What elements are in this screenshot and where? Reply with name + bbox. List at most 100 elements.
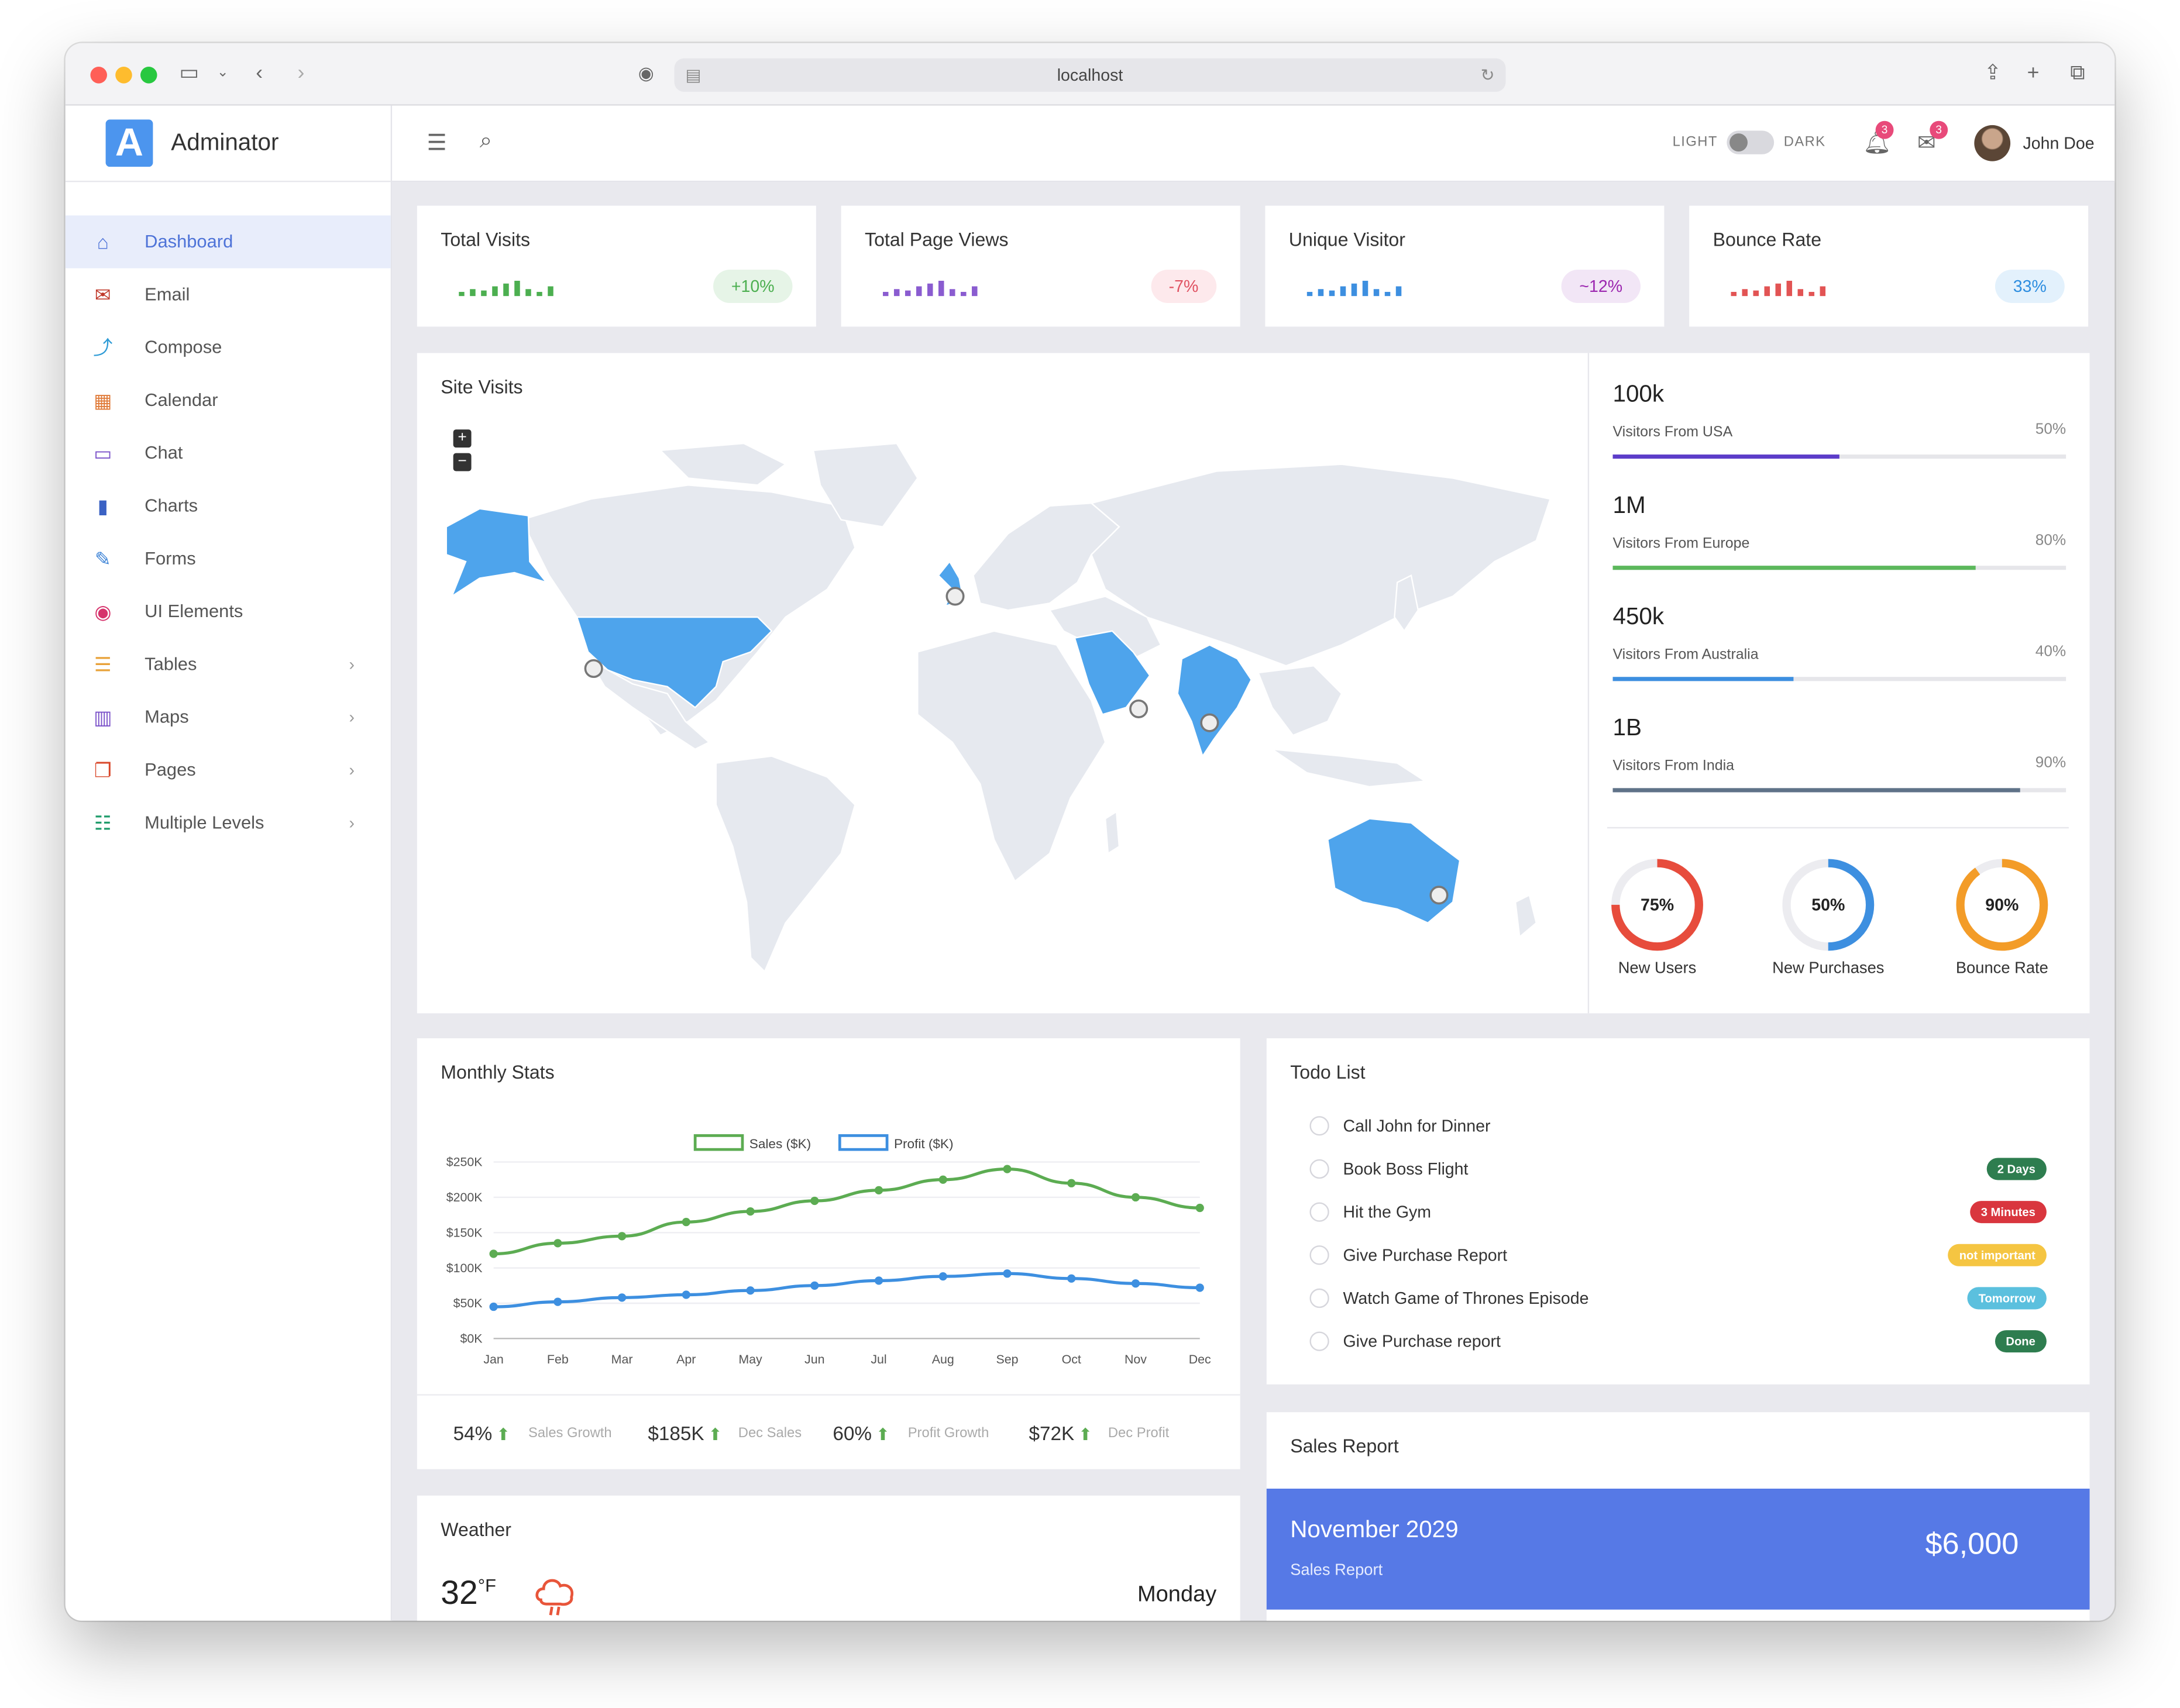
summary-value-text: 60%: [833, 1421, 872, 1444]
sparkline-bar: [916, 286, 922, 297]
todo-item[interactable]: Call John for Dinner: [1309, 1113, 2046, 1141]
sidebar-item-multiple-levels[interactable]: ☷ Multiple Levels ›: [66, 797, 391, 849]
sidebar-item-charts[interactable]: ▮ Charts: [66, 480, 391, 532]
temperature-unit: °F: [477, 1575, 496, 1596]
avatar[interactable]: [1974, 125, 2011, 161]
region-stat: 1M Visitors From Europe 80%: [1612, 492, 2066, 589]
sparkline-bar: [972, 286, 978, 297]
sidebar-item-dashboard[interactable]: ⌂ Dashboard: [65, 215, 391, 268]
sidebar-item-tables[interactable]: ☰ Tables ›: [66, 638, 391, 691]
sidebar-item-compose[interactable]: ⤴ Compose: [66, 321, 391, 374]
todo-checkbox[interactable]: [1309, 1331, 1329, 1351]
sparkline-bar: [548, 286, 553, 297]
sidebar-item-forms[interactable]: ✎ Forms: [66, 532, 391, 585]
summary-value-text: $72K: [1029, 1421, 1075, 1444]
map-new-zealand: [1514, 894, 1538, 938]
sparkline-bar: [1797, 289, 1804, 297]
series-point: [682, 1290, 690, 1299]
series-point: [1195, 1203, 1204, 1213]
logo-icon: A: [105, 119, 153, 167]
sparkline-bar: [1329, 290, 1335, 297]
map-indonesia: [1271, 748, 1428, 788]
legend-label: Profit ($K): [894, 1137, 954, 1151]
region-label: Visitors From Europe: [1612, 535, 1750, 552]
todo-checkbox[interactable]: [1309, 1159, 1329, 1179]
zoom-in-button[interactable]: +: [453, 429, 472, 448]
sidebar: A Adminator ⌂ Dashboard ✉ Email ⤴ Compose ▦ Cal…: [65, 105, 393, 1621]
todo-checkbox[interactable]: [1309, 1116, 1329, 1136]
user-name[interactable]: John Doe: [2023, 133, 2095, 153]
summary-label: Profit Growth: [907, 1426, 989, 1442]
sidebar-item-label: Dashboard: [145, 230, 233, 252]
bounce-rate-card: Bounce Rate 33%: [1689, 205, 2089, 327]
x-tick-label: Aug: [932, 1352, 954, 1366]
todo-checkbox[interactable]: [1309, 1245, 1329, 1265]
todo-item[interactable]: Book Boss Flight 2 Days: [1309, 1156, 2047, 1184]
sidebar-item-label: UI Elements: [145, 600, 243, 622]
list-icon: ☷: [94, 811, 112, 834]
forward-icon[interactable]: ›: [297, 61, 305, 85]
tabs-overview-icon[interactable]: ⧉: [2070, 61, 2085, 85]
todo-item[interactable]: Hit the Gym 3 Minutes: [1309, 1200, 2047, 1228]
tables-icon: ☰: [94, 653, 112, 676]
share-icon[interactable]: ⇪: [1983, 61, 2002, 85]
map-marker-usa: [584, 659, 603, 679]
donut-label: New Purchases: [1772, 960, 1885, 977]
close-window-button[interactable]: [90, 67, 107, 84]
chevron-down-icon[interactable]: ⌄: [216, 65, 229, 81]
privacy-icon[interactable]: ◉: [638, 62, 654, 84]
search-icon[interactable]: ⌕: [479, 129, 493, 153]
sidebar-item-label: Chat: [145, 442, 183, 463]
monthly-stats-title: Monthly Stats: [441, 1062, 555, 1083]
minimize-window-button[interactable]: [115, 67, 132, 84]
sidebar-item-email[interactable]: ✉ Email: [66, 268, 391, 321]
todo-checkbox[interactable]: [1309, 1202, 1329, 1222]
region-stat: 450k Visitors From Australia 40%: [1612, 603, 2066, 700]
sidebar-item-calendar[interactable]: ▦ Calendar: [66, 374, 391, 426]
total-page-views-sparkline: [882, 281, 978, 297]
sparkline-bar: [1786, 281, 1793, 297]
x-tick-label: Feb: [547, 1352, 569, 1366]
brand[interactable]: A Adminator: [65, 106, 391, 182]
sidebar-item-pages[interactable]: ❐ Pages ›: [66, 743, 391, 796]
sparkline-bar: [1351, 283, 1357, 297]
address-bar[interactable]: ▤ localhost ↻: [674, 58, 1506, 92]
todo-item[interactable]: Give Purchase report Done: [1309, 1329, 2047, 1357]
sales-report-card: Sales Report November 2029 Sales Report …: [1266, 1412, 2090, 1621]
donut-arc: [1611, 859, 1703, 951]
summary-value-text: $185K: [648, 1421, 704, 1444]
sparkline-bar: [927, 283, 933, 297]
sidebar-item-maps[interactable]: ▥ Maps ›: [66, 691, 391, 743]
zoom-out-button[interactable]: −: [453, 453, 472, 471]
site-visits-title: Site Visits: [441, 376, 523, 398]
new-tab-icon[interactable]: +: [2027, 61, 2040, 85]
summary-value-text: 54%: [453, 1421, 493, 1444]
todo-text: Watch Game of Thrones Episode: [1343, 1288, 1589, 1308]
temperature: 32°F: [441, 1575, 496, 1613]
y-tick-label: $250K: [446, 1155, 483, 1169]
reload-icon[interactable]: ↻: [1480, 65, 1495, 85]
sidebar-item-ui-elements[interactable]: ◉ UI Elements: [66, 585, 391, 638]
sparkline-bar: [949, 289, 955, 297]
world-map[interactable]: [438, 422, 1579, 992]
bounce-rate-badge: 33%: [1995, 269, 2065, 304]
x-tick-label: May: [738, 1352, 762, 1366]
todo-item[interactable]: Give Purchase Report not important: [1309, 1242, 2047, 1270]
topbar: ☰ ⌕ LIGHT DARK 🔔︎ 3 ✉ 3 John Doe: [392, 105, 2115, 182]
sidebar-toggle-icon[interactable]: ▭: [179, 61, 200, 85]
maximize-window-button[interactable]: [140, 67, 157, 84]
hamburger-menu-icon[interactable]: ☰: [427, 132, 447, 156]
todo-item[interactable]: Watch Game of Thrones Episode Tomorrow: [1309, 1286, 2047, 1314]
region-progress-bar: [1612, 788, 2066, 793]
sidebar-item-chat[interactable]: ▭ Chat: [66, 427, 391, 480]
series-point: [746, 1286, 755, 1295]
back-icon[interactable]: ‹: [256, 61, 263, 85]
theme-toggle[interactable]: [1727, 130, 1775, 154]
dark-label: DARK: [1783, 135, 1826, 150]
arrow-up-icon: ⬆: [876, 1424, 890, 1444]
sidebar-item-label: Pages: [145, 759, 196, 780]
todo-checkbox[interactable]: [1309, 1288, 1329, 1308]
chevron-right-icon: ›: [349, 655, 355, 674]
region-value: 1B: [1612, 714, 1642, 741]
x-tick-label: Nov: [1125, 1352, 1147, 1366]
